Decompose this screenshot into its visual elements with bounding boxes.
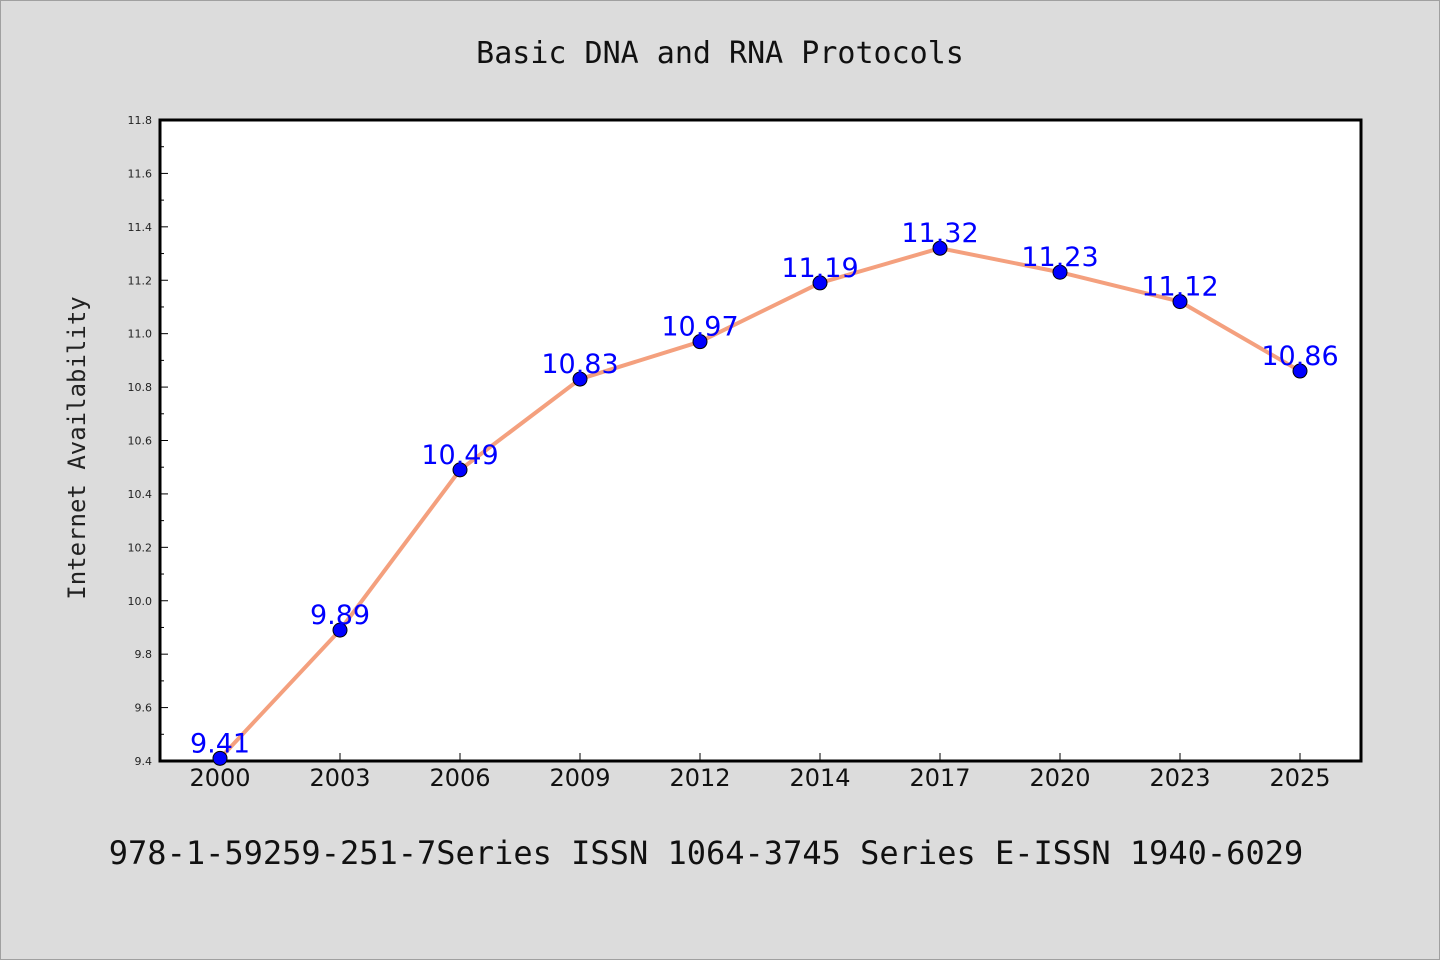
y-tick-label: 11.2	[128, 274, 153, 287]
x-tick-label: 2017	[909, 764, 970, 792]
y-tick-label: 11.0	[128, 328, 153, 341]
marker-group	[212, 240, 1308, 766]
y-axis: 9.4 9.6 9.8 10.0 10.2 10.4 10.6 10.8 11.0 11.2 11.…	[128, 114, 168, 768]
data-label: 10.83	[541, 349, 618, 380]
y-tick-label: 9.4	[135, 755, 153, 768]
data-label: 10.49	[421, 440, 498, 471]
chart-title: Basic DNA and RNA Protocols	[476, 36, 964, 71]
data-point-marker	[932, 240, 948, 256]
data-label: 10.97	[661, 312, 738, 343]
y-tick-label: 11.4	[128, 221, 153, 234]
y-tick-label: 10.8	[128, 381, 153, 394]
data-point-marker	[1292, 363, 1308, 379]
series-line	[218, 246, 1302, 760]
data-label: 10.86	[1261, 341, 1338, 372]
footer-isbn-text: 978-1-59259-251-7Series ISSN 1064-3745 S…	[109, 834, 1303, 872]
data-label: 9.41	[190, 728, 250, 759]
data-point-marker	[1052, 264, 1068, 280]
x-axis: 2000 2003 2006 2009 2012 2014 2017 2020 2023 2025	[189, 753, 1331, 792]
data-label-group: 9.41 9.89 10.49 10.83 10.97 11.19 11.32 11.23 11…	[190, 218, 1339, 759]
y-tick-label: 11.6	[128, 167, 153, 180]
y-tick-label: 10.4	[128, 488, 153, 501]
y-tick-label: 10.2	[128, 541, 153, 554]
data-point-marker	[572, 371, 588, 387]
data-label: 11.12	[1141, 272, 1218, 303]
plot-area	[158, 118, 1363, 763]
x-tick-label: 2012	[669, 764, 730, 792]
y-tick-label: 10.0	[128, 595, 153, 608]
data-label: 11.19	[781, 253, 858, 284]
data-label: 11.32	[901, 218, 978, 249]
data-point-marker	[212, 750, 228, 766]
x-tick-label: 2006	[429, 764, 490, 792]
data-point-marker	[332, 622, 348, 638]
data-label: 9.89	[310, 600, 370, 631]
x-tick-label: 2009	[549, 764, 610, 792]
y-tick-label: 9.6	[135, 702, 153, 715]
data-point-marker	[692, 334, 708, 350]
x-tick-label: 2000	[189, 764, 250, 792]
y-tick-label: 10.6	[128, 435, 153, 448]
x-tick-label: 2023	[1149, 764, 1210, 792]
data-point-marker	[812, 275, 828, 291]
x-tick-label: 2020	[1029, 764, 1090, 792]
series-line-group	[218, 246, 1302, 760]
y-tick-label: 9.8	[135, 648, 153, 661]
x-tick-label: 2025	[1269, 764, 1330, 792]
y-tick-label: 11.8	[128, 114, 153, 127]
x-tick-label: 2014	[789, 764, 850, 792]
y-axis-label: Internet Availability	[63, 296, 91, 599]
data-label: 11.23	[1021, 242, 1098, 273]
data-point-marker	[452, 462, 468, 478]
x-tick-label: 2003	[309, 764, 370, 792]
data-point-marker	[1172, 294, 1188, 310]
